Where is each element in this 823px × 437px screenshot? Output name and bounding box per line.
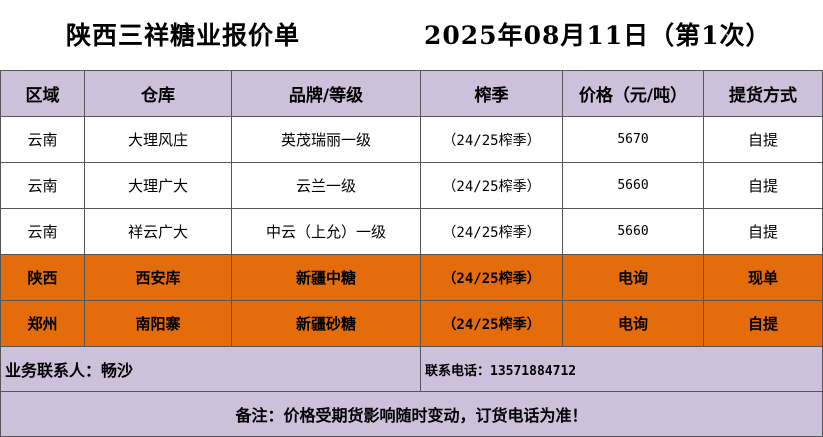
cell-season: （24/25榨季） — [420, 300, 563, 347]
cell-brand-grade: 云兰一级 — [231, 162, 421, 209]
cell-price: 5660 — [562, 162, 704, 209]
cell-warehouse: 祥云广大 — [84, 208, 232, 255]
cell-region: 云南 — [0, 162, 85, 209]
cell-pickup: 现单 — [703, 254, 823, 301]
sheet-date: 2025年08月11日（第1次） — [424, 21, 772, 50]
cell-warehouse: 大理广大 — [84, 162, 232, 209]
cell-region: 云南 — [0, 116, 85, 163]
contact-person: 业务联系人：畅沙 — [0, 346, 421, 392]
cell-region: 郑州 — [0, 300, 85, 347]
header-region: 区域 — [0, 70, 85, 117]
cell-pickup: 自提 — [703, 116, 823, 163]
title-row: 陕西三祥糖业报价单 2025年08月11日（第1次） — [0, 0, 823, 70]
header-warehouse: 仓库 — [84, 70, 232, 117]
note-text: 备注：价格受期货影响随时变动，订货电话为准！ — [0, 391, 823, 437]
cell-season: （24/25榨季） — [420, 208, 563, 255]
cell-warehouse: 大理风庄 — [84, 116, 232, 163]
header-price: 价格（元/吨） — [562, 70, 704, 117]
cell-brand-grade: 英茂瑞丽一级 — [231, 116, 421, 163]
cell-pickup: 自提 — [703, 300, 823, 347]
table-row: 云南 大理广大 云兰一级 （24/25榨季） 5660 自提 — [0, 162, 823, 209]
table-row: 云南 祥云广大 中云（上允）一级 （24/25榨季） 5660 自提 — [0, 208, 823, 255]
price-table: 区域 仓库 品牌/等级 榨季 价格（元/吨） 提货方式 云南 大理风庄 英茂瑞丽… — [0, 70, 823, 437]
contact-row: 业务联系人：畅沙 联系电话：13571884712 — [0, 346, 823, 392]
cell-region: 云南 — [0, 208, 85, 255]
cell-brand-grade: 新疆砂糖 — [231, 300, 421, 347]
sheet-title: 陕西三祥糖业报价单 — [66, 21, 301, 50]
cell-price: 5670 — [562, 116, 704, 163]
cell-season: （24/25榨季） — [420, 116, 563, 163]
table-row-highlight: 陕西 西安库 新疆中糖 （24/25榨季） 电询 现单 — [0, 254, 823, 301]
table-row: 云南 大理风庄 英茂瑞丽一级 （24/25榨季） 5670 自提 — [0, 116, 823, 163]
note-row: 备注：价格受期货影响随时变动，订货电话为准！ — [0, 391, 823, 437]
cell-brand-grade: 新疆中糖 — [231, 254, 421, 301]
header-brand-grade: 品牌/等级 — [231, 70, 421, 117]
cell-pickup: 自提 — [703, 208, 823, 255]
cell-brand-grade: 中云（上允）一级 — [231, 208, 421, 255]
table-row-highlight: 郑州 南阳寨 新疆砂糖 （24/25榨季） 电询 自提 — [0, 300, 823, 347]
cell-price: 5660 — [562, 208, 704, 255]
cell-season: （24/25榨季） — [420, 254, 563, 301]
cell-warehouse: 南阳寨 — [84, 300, 232, 347]
cell-region: 陕西 — [0, 254, 85, 301]
table-header-row: 区域 仓库 品牌/等级 榨季 价格（元/吨） 提货方式 — [0, 70, 823, 117]
cell-season: （24/25榨季） — [420, 162, 563, 209]
cell-price: 电询 — [562, 300, 704, 347]
cell-warehouse: 西安库 — [84, 254, 232, 301]
cell-price: 电询 — [562, 254, 704, 301]
header-season: 榨季 — [420, 70, 563, 117]
header-pickup: 提货方式 — [703, 70, 823, 117]
contact-phone: 联系电话：13571884712 — [420, 346, 823, 392]
cell-pickup: 自提 — [703, 162, 823, 209]
